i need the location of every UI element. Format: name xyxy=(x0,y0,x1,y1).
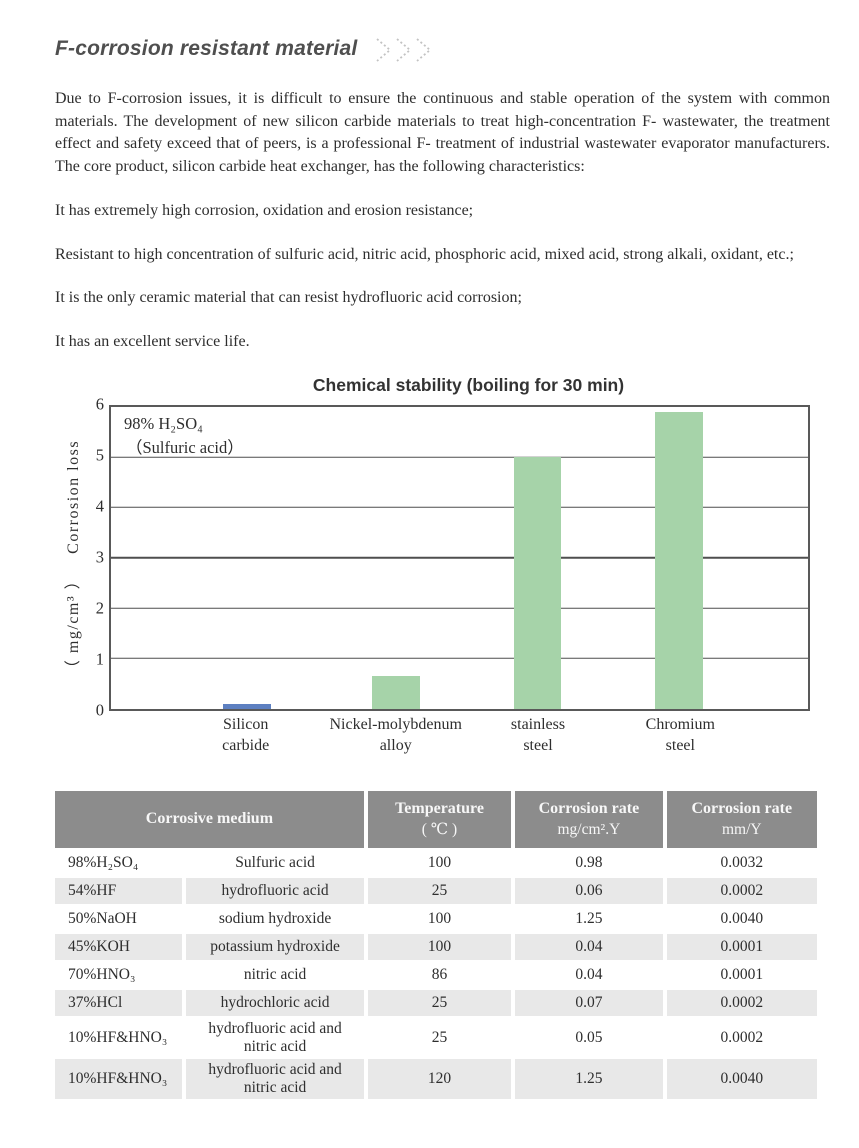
y-tick-label: 0 xyxy=(95,700,104,720)
table-cell-rate-mm: 0.0040 xyxy=(666,905,817,932)
table-cell-temperature: 25 xyxy=(367,989,512,1016)
table-cell-name: hydrofluoric acid and nitric acid xyxy=(186,1017,364,1058)
chart-title: Chemical stability (boiling for 30 min) xyxy=(312,374,625,395)
gridline xyxy=(111,607,808,609)
y-axis-title: （ mg/cm³ ） Corrosion loss xyxy=(59,440,83,676)
table-cell-name: sodium hydroxide xyxy=(186,905,364,932)
triple-chevron-right-icon xyxy=(376,38,432,62)
table-cell-rate-mg: 0.04 xyxy=(515,933,663,960)
table-cell-rate-mg: 1.25 xyxy=(515,905,663,932)
column-header-temperature: Temperature ( ℃ ) xyxy=(367,790,512,848)
document-header: F-corrosion resistant material xyxy=(55,34,830,64)
y-tick-label: 5 xyxy=(95,445,104,465)
table-cell-name: potassium hydroxide xyxy=(186,933,364,960)
gridline xyxy=(111,657,808,660)
table-cell-rate-mm: 0.0001 xyxy=(666,933,817,960)
chemical-stability-chart: Chemical stability (boiling for 30 min) … xyxy=(55,375,830,767)
table-cell-temperature: 86 xyxy=(367,961,512,988)
table-cell-temperature: 100 xyxy=(367,849,512,876)
table-cell-rate-mm: 0.0032 xyxy=(666,849,817,876)
y-axis-ticks: 0 1 2 3 4 5 6 xyxy=(87,396,109,718)
table-cell-formula: 50%NaOH xyxy=(55,905,183,932)
chart-area: （ mg/cm³ ） Corrosion loss 0 1 2 3 4 5 6 98% H₂… xyxy=(55,396,830,718)
table-cell-formula: 98%H₂SO₄ xyxy=(55,849,183,876)
table-cell-rate-mm: 0.0040 xyxy=(666,1059,817,1099)
bar-chromium-steel xyxy=(655,411,703,709)
paragraph-feature-2: Resistant to high concentration of sulfu… xyxy=(55,245,794,263)
page-title: F-corrosion resistant material xyxy=(55,37,358,60)
document-page: F-corrosion resistant material Due to F-… xyxy=(55,34,830,1099)
y-tick-label: 4 xyxy=(95,496,104,516)
table-cell-rate-mm: 0.0002 xyxy=(666,989,817,1016)
gridline xyxy=(111,456,808,458)
table-cell-formula: 54%HF xyxy=(55,877,183,904)
y-tick-label: 1 xyxy=(95,649,104,669)
table-cell-formula: 45%KOH xyxy=(55,933,183,960)
table-cell-rate-mm: 0.0001 xyxy=(666,961,817,988)
bar-silicon-carbide xyxy=(223,703,271,709)
body-text: Due to F-corrosion issues, it is difficu… xyxy=(55,88,830,354)
table-cell-rate-mg: 0.98 xyxy=(515,849,663,876)
gridline xyxy=(111,557,808,559)
table-cell-temperature: 120 xyxy=(367,1059,512,1099)
table-cell-formula: 37%HCl xyxy=(55,989,183,1016)
paragraph-feature-3: It is the only ceramic material that can… xyxy=(55,289,522,307)
table-cell-temperature: 100 xyxy=(367,933,512,960)
x-axis-labels: Silicon carbide Nickel-molybdenum alloy stai… xyxy=(109,715,810,767)
table-cell-name: hydrochloric acid xyxy=(186,989,364,1016)
x-tick-label-chromium-steel: Chromium steel xyxy=(645,715,715,754)
table-cell-rate-mm: 0.0002 xyxy=(666,1017,817,1058)
table-cell-temperature: 25 xyxy=(367,877,512,904)
table-cell-name: nitric acid xyxy=(186,961,364,988)
paragraph-feature-4: It has an excellent service life. xyxy=(55,333,250,351)
corrosion-rate-table: Corrosive medium Temperature ( ℃ ) Corro… xyxy=(55,790,817,1099)
column-header-corrosion-rate-mg: Corrosion rate mg/cm².Y xyxy=(515,790,663,848)
table-cell-formula: 10%HF&HNO₃ xyxy=(55,1017,183,1058)
table-cell-rate-mg: 0.05 xyxy=(515,1017,663,1058)
y-axis-title-column: （ mg/cm³ ） Corrosion loss xyxy=(55,405,87,711)
annotation-formula: 98% H₂SO₄ xyxy=(124,413,203,433)
y-axis-label: Corrosion loss xyxy=(65,439,82,554)
table-cell-rate-mm: 0.0002 xyxy=(666,877,817,904)
table-cell-temperature: 100 xyxy=(367,905,512,932)
table-cell-name: hydrofluoric acid xyxy=(186,877,364,904)
plot-area: 98% H₂SO₄ （Sulfuric acid） xyxy=(109,404,810,711)
column-header-corrosion-rate-mm: Corrosion rate mm/Y xyxy=(666,790,817,848)
y-tick-label: 3 xyxy=(95,547,104,567)
table-cell-name: Sulfuric acid xyxy=(186,849,364,876)
y-tick-label: 2 xyxy=(95,598,104,618)
bar-nickel-molybdenum-alloy xyxy=(372,676,420,709)
y-axis-unit: （ mg/cm³ ） xyxy=(65,571,82,676)
table-cell-formula: 70%HNO₃ xyxy=(55,961,183,988)
y-tick-label: 6 xyxy=(95,394,104,414)
table-cell-formula: 10%HF&HNO₃ xyxy=(55,1059,183,1099)
annotation-name: （Sulfuric acid） xyxy=(126,437,244,457)
paragraph-intro: Due to F-corrosion issues, it is difficu… xyxy=(55,90,830,176)
table-cell-temperature: 25 xyxy=(367,1017,512,1058)
table-cell-rate-mg: 1.25 xyxy=(515,1059,663,1099)
x-tick-label-stainless-steel: stainless steel xyxy=(510,715,566,754)
gridline xyxy=(111,506,808,509)
paragraph-feature-1: It has extremely high corrosion, oxidati… xyxy=(55,201,474,219)
chart-annotation: 98% H₂SO₄ （Sulfuric acid） xyxy=(124,412,244,460)
x-tick-label-nickel-molybdenum-alloy: Nickel-molybdenum alloy xyxy=(329,715,462,754)
table-cell-rate-mg: 0.06 xyxy=(515,877,663,904)
table-cell-rate-mg: 0.07 xyxy=(515,989,663,1016)
column-header-corrosive-medium: Corrosive medium xyxy=(55,790,364,848)
table-cell-name: hydrofluoric acid and nitric acid xyxy=(186,1059,364,1099)
x-tick-label-silicon-carbide: Silicon carbide xyxy=(222,715,270,754)
bar-stainless-steel xyxy=(513,457,562,709)
table-cell-rate-mg: 0.04 xyxy=(515,961,663,988)
